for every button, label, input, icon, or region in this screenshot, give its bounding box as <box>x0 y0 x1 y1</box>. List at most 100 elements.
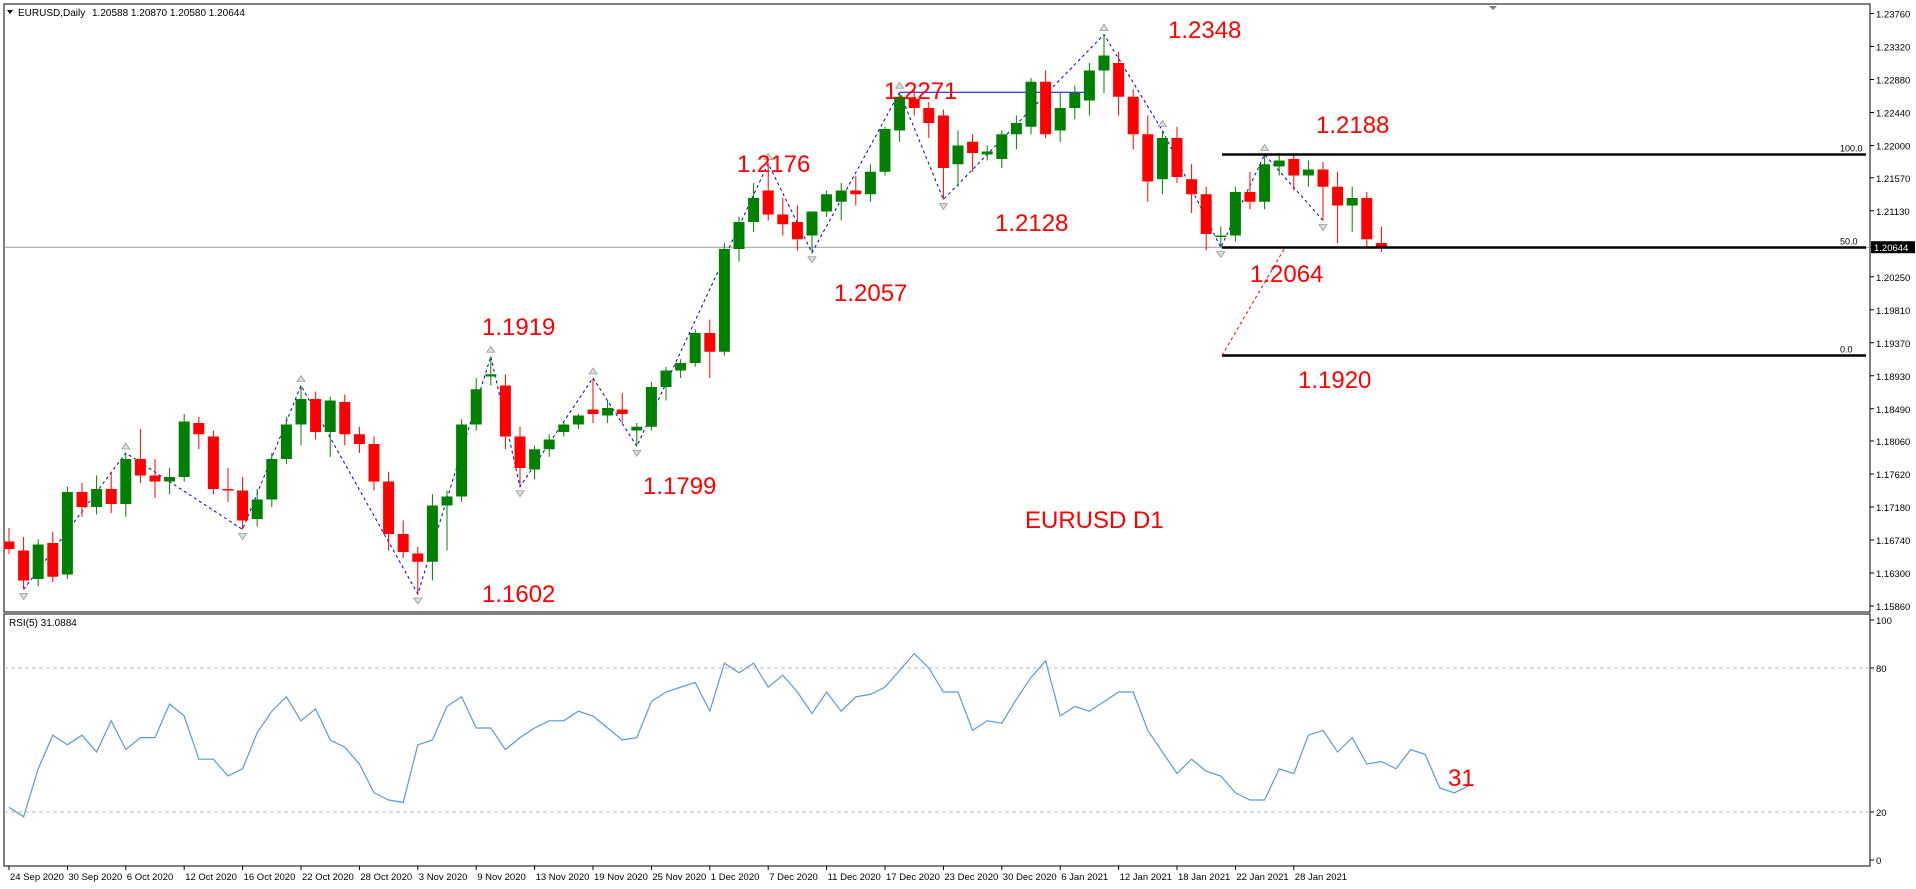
price-window <box>3 3 1871 613</box>
rsi-value-annotation: 31 <box>1448 765 1475 792</box>
candle-body <box>1054 108 1066 131</box>
candle-body <box>18 550 30 581</box>
candle-body <box>470 389 482 425</box>
time-tick-label: 12 Oct 2020 <box>185 872 237 883</box>
collapse-triangle-icon[interactable] <box>7 10 13 14</box>
candle-body <box>894 96 906 131</box>
candle-body <box>1288 159 1300 176</box>
candle <box>134 429 146 483</box>
candle-body <box>266 459 278 500</box>
candle-body <box>602 408 614 416</box>
candle <box>105 471 117 513</box>
candle-body <box>3 541 15 549</box>
candles-layer <box>3 34 1387 594</box>
time-tick-label: 30 Dec 2020 <box>1003 872 1057 883</box>
price-annotation: 1.2064 <box>1250 261 1323 288</box>
candle-body <box>660 370 672 387</box>
candle-body <box>310 399 322 432</box>
candle-body <box>762 190 774 215</box>
candle-body <box>1361 198 1373 240</box>
candle-body <box>1069 93 1081 108</box>
annotations-layer: 1.2348 1.2271 1.2176 1.2128 1.2188 1.2057 1.20… <box>482 17 1389 608</box>
candle <box>1025 78 1037 135</box>
candle <box>1317 162 1329 221</box>
candle <box>1156 130 1168 195</box>
candle <box>1259 154 1271 210</box>
price-tick-label: 1.19370 <box>1876 339 1910 350</box>
time-tick-label: 16 Oct 2020 <box>244 872 296 883</box>
candle <box>470 378 482 431</box>
swing-low-marker-icon <box>18 593 29 601</box>
fibonacci-trend-line <box>1221 247 1286 356</box>
candle-body <box>1083 70 1095 101</box>
candle-body <box>850 190 862 195</box>
candle <box>310 391 322 440</box>
price-annotation: 1.1920 <box>1298 367 1371 394</box>
candle-body <box>1259 164 1271 202</box>
candle-body <box>105 489 117 504</box>
time-tick-label: 6 Oct 2020 <box>127 872 173 883</box>
price-annotation: 1.2057 <box>834 280 907 307</box>
candle-body <box>1040 81 1052 135</box>
candle <box>602 400 614 423</box>
candle <box>981 145 993 161</box>
candle <box>1069 85 1081 120</box>
candle-body <box>908 99 920 108</box>
price-annotation: 1.1602 <box>482 581 555 608</box>
candle <box>222 468 234 502</box>
candle-body <box>1317 169 1329 187</box>
candle-body <box>91 489 103 507</box>
candle <box>952 130 964 187</box>
candle <box>1113 51 1125 116</box>
candle <box>572 414 584 429</box>
candle <box>280 417 292 465</box>
candle-body <box>120 459 132 504</box>
candle-body <box>1113 63 1125 97</box>
price-tick-label: 1.21130 <box>1876 207 1910 218</box>
candle <box>937 109 949 200</box>
price-tick-label: 1.15860 <box>1876 602 1910 613</box>
candle <box>1142 115 1154 202</box>
swing-high-marker-icon <box>763 152 773 160</box>
candle <box>441 490 453 551</box>
price-tick-label: 1.23760 <box>1876 10 1910 21</box>
price-annotation: 1.2176 <box>737 151 810 178</box>
candle <box>689 329 701 367</box>
candle-body <box>251 499 263 519</box>
price-annotation: 1.2348 <box>1168 17 1241 44</box>
candle-body <box>61 492 73 575</box>
candle <box>91 475 103 515</box>
fibonacci-layer: 100.0 50.0 0.0 <box>1221 144 1866 357</box>
swing-high-marker-icon <box>296 374 306 382</box>
candle <box>32 539 44 587</box>
price-tick-label: 1.19810 <box>1876 306 1910 317</box>
candle <box>18 537 30 590</box>
candle-body <box>514 436 526 468</box>
candle <box>543 434 555 457</box>
candle-body <box>222 489 234 491</box>
candle <box>660 366 672 401</box>
candle-body <box>675 363 687 371</box>
price-tick-label: 1.18060 <box>1876 437 1910 448</box>
candle <box>1288 154 1300 191</box>
candle <box>456 419 468 502</box>
candle-body <box>587 409 599 414</box>
candle-body <box>996 134 1008 159</box>
candle-body <box>47 543 59 577</box>
candle-body <box>1375 243 1387 248</box>
candle <box>207 430 219 495</box>
candle <box>704 319 716 378</box>
candle <box>675 359 687 378</box>
candle <box>1332 171 1344 243</box>
candle <box>251 489 263 527</box>
candle-body <box>616 409 628 414</box>
price-tick-label: 1.22000 <box>1876 142 1910 153</box>
candle-body <box>1010 123 1022 135</box>
time-tick-label: 19 Nov 2020 <box>594 872 648 883</box>
candle-body <box>134 459 146 476</box>
candle <box>383 471 395 551</box>
candle-body <box>32 544 44 579</box>
candle <box>353 426 365 453</box>
time-tick-label: 24 Sep 2020 <box>10 872 64 883</box>
